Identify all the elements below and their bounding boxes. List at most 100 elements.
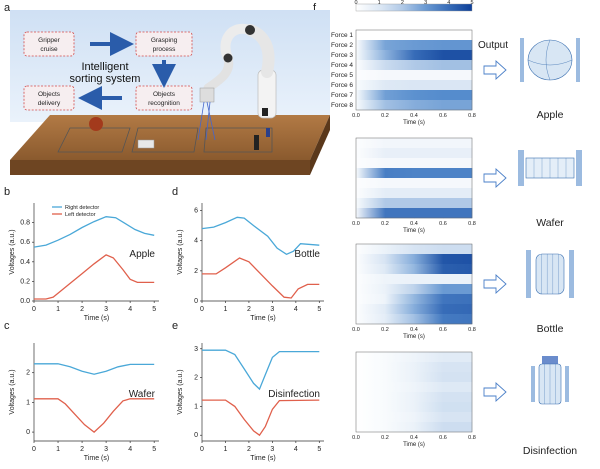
heatmap-cell	[443, 70, 473, 81]
x-tick-label: 0	[200, 306, 204, 313]
heatmap-cell	[385, 264, 415, 275]
scene-title-line-1: Intelligent	[81, 61, 128, 73]
heatmap-cell	[414, 208, 444, 219]
heatmap-cell	[414, 422, 444, 433]
y-tick-label: 1	[194, 403, 198, 410]
heatmap-cell	[414, 412, 444, 423]
svg-text:cruise: cruise	[40, 46, 58, 53]
object-label: Wafer	[129, 389, 156, 400]
heatmap-cell	[414, 392, 444, 403]
x-axis-label: Time (s)	[84, 315, 109, 322]
heatmap-cell	[414, 254, 444, 265]
heatmap-cell	[443, 412, 473, 423]
panel-label-e: e	[172, 320, 179, 332]
heatmap-cell	[443, 274, 473, 285]
y-axis-label: Voltages (a.u.)	[177, 229, 184, 274]
output-arrow-icon	[483, 381, 507, 403]
x-tick-label: 5	[317, 306, 321, 313]
x-tick-label: 3	[104, 446, 108, 453]
heatmap-cell	[356, 402, 386, 413]
svg-text:recognition: recognition	[148, 100, 180, 107]
heatmap-cell	[356, 208, 386, 219]
heatmap-cell	[385, 168, 415, 179]
y-tick-label: 0.0	[20, 298, 30, 305]
scene-title-line-2: sorting system	[70, 73, 141, 85]
heatmap-cell	[443, 362, 473, 373]
force-row-label: Force 4	[331, 62, 353, 69]
x-axis-label: Time (s)	[403, 120, 425, 126]
heatmap-frame	[355, 29, 473, 111]
panel-label-d: d	[172, 186, 179, 198]
heatmap-cell	[356, 372, 386, 383]
object-model-disinfection	[531, 356, 569, 405]
x-tick-label: 0.6	[439, 435, 447, 441]
disinfection-object	[266, 128, 270, 137]
heatmap-1: Force 1 Force 2 Force 3 Force 4 Force 5 Force…	[331, 29, 580, 126]
x-tick-label: 5	[152, 446, 156, 453]
y-tick-label: 2	[26, 370, 30, 377]
line-chart-d: 0 2 4 6 0 1 2 3 4 5 Time (s) Voltages (a.u.) Bottle	[177, 203, 324, 322]
colorbar-tick-label: 5	[470, 0, 473, 6]
heatmap-cell	[385, 294, 415, 305]
colorbar-tick-label: 4	[447, 0, 450, 6]
heatmap-cell	[385, 422, 415, 433]
force-row-label: Force 5	[331, 72, 353, 79]
heatmap-cell	[356, 40, 386, 51]
heatmap-cell	[443, 304, 473, 315]
heatmap-cell	[414, 148, 444, 159]
force-row-label: Force 6	[331, 82, 353, 89]
x-tick-label: 0.0	[352, 327, 360, 333]
heatmap-cell	[385, 30, 415, 41]
heatmap-cell	[356, 382, 386, 393]
x-tick-label: 0.2	[381, 113, 389, 119]
x-tick-label: 0	[32, 306, 36, 313]
heatmap-cell	[414, 382, 444, 393]
robot-arm	[197, 23, 277, 141]
output-arrow-icon	[483, 167, 507, 189]
heatmap-cell	[414, 168, 444, 179]
heatmap-cell	[385, 352, 415, 363]
x-tick-label: 1	[224, 306, 228, 313]
heatmap-cell	[356, 198, 386, 209]
x-tick-label: 2	[247, 446, 251, 453]
heatmap-cell	[414, 264, 444, 275]
heatmap-cell	[414, 402, 444, 413]
apple-object	[89, 117, 103, 131]
heatmap-cell	[356, 168, 386, 179]
heatmap-cell	[385, 244, 415, 255]
x-tick-label: 4	[294, 446, 298, 453]
heatmap-cell	[414, 294, 444, 305]
heatmap-cell	[356, 422, 386, 433]
object-label: Bottle	[294, 249, 320, 260]
heatmap-3: 0.0 0.2 0.4 0.6 0.8 Time (s) Bottle	[352, 243, 574, 340]
y-tick-label: 0.8	[20, 220, 30, 227]
x-tick-label: 0.2	[381, 327, 389, 333]
x-tick-label: 4	[294, 306, 298, 313]
heatmap-frame	[355, 351, 473, 433]
heatmap-cell	[356, 50, 386, 61]
x-tick-label: 1	[56, 446, 60, 453]
force-row-label: Force 8	[331, 102, 353, 109]
heatmap-cell	[385, 158, 415, 169]
heatmap-cell	[356, 30, 386, 41]
heatmap-cell	[443, 402, 473, 413]
heatmap-cell	[385, 254, 415, 265]
heatmap-cell	[414, 362, 444, 373]
panel-label-b: b	[4, 186, 11, 198]
heatmap-cell	[414, 80, 444, 91]
flow-box-objects-recognition: Objects recognition	[135, 85, 193, 111]
heatmap-cell	[443, 80, 473, 91]
heatmap-cell	[356, 80, 386, 91]
svg-text:Objects: Objects	[153, 91, 176, 98]
bottle-object	[254, 135, 259, 150]
x-tick-label: 1	[56, 306, 60, 313]
svg-text:Gripper: Gripper	[38, 37, 61, 44]
x-tick-label: 0.8	[468, 221, 476, 227]
heatmap-cell	[356, 178, 386, 189]
heatmap-cell	[443, 244, 473, 255]
heatmap-cell	[443, 188, 473, 199]
heatmap-cell	[443, 198, 473, 209]
x-tick-label: 0.8	[468, 435, 476, 441]
heatmap-cell	[385, 60, 415, 71]
heatmap-cell	[443, 422, 473, 433]
